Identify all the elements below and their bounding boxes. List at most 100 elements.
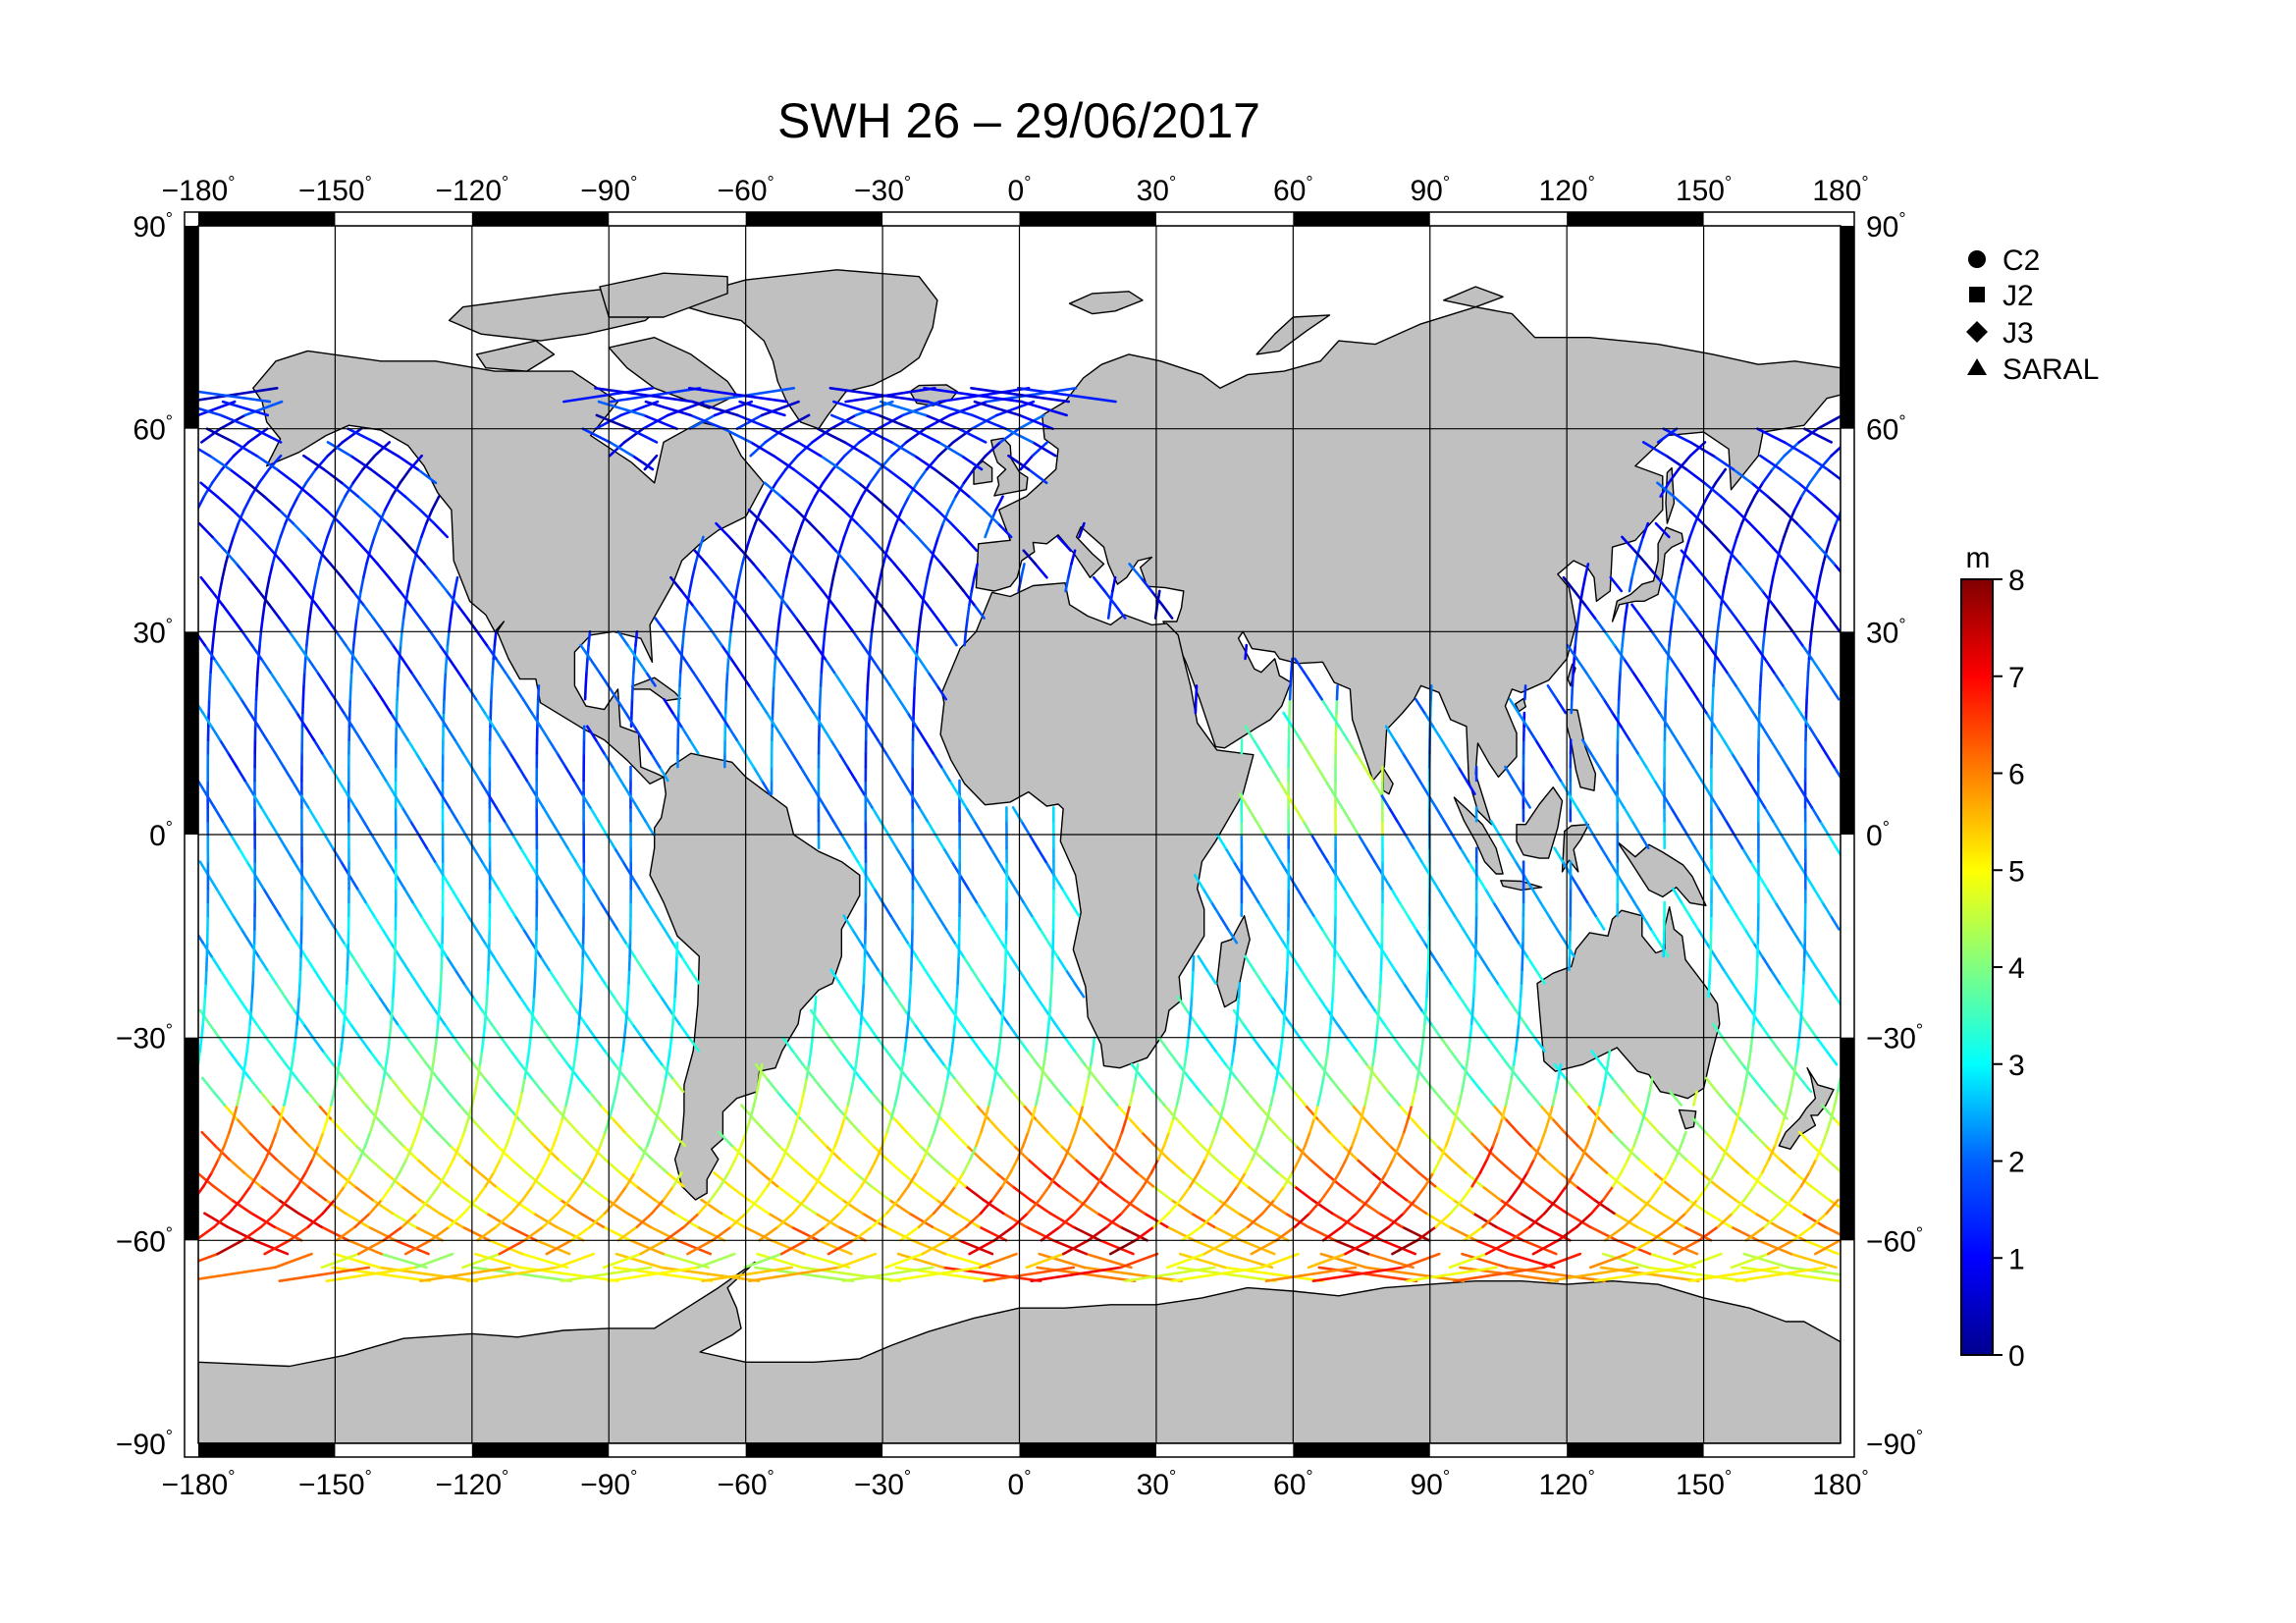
track-segment (1511, 1171, 1531, 1188)
track-segment (639, 1239, 667, 1256)
track-segment (953, 1171, 965, 1188)
track-segment (1271, 846, 1282, 863)
track-segment (326, 521, 334, 539)
track-segment (789, 1225, 820, 1242)
track-segment (273, 1252, 313, 1270)
track-segment (1624, 603, 1629, 620)
track-segment (1684, 1158, 1702, 1174)
track-segment (602, 1225, 632, 1242)
legend-label-c2: C2 (2002, 244, 2040, 277)
track-segment (650, 982, 663, 999)
track-segment (688, 413, 717, 431)
track-segment (724, 671, 729, 687)
track-segment (1799, 1171, 1811, 1188)
track-segment (957, 427, 988, 444)
track-segment (353, 657, 366, 675)
track-segment (1459, 846, 1470, 863)
track-segment (1519, 982, 1523, 999)
track-segment (1627, 1144, 1635, 1161)
track-segment (1020, 400, 1068, 417)
track-segment (1038, 1184, 1051, 1202)
track-segment (876, 738, 888, 755)
track-segment (393, 954, 397, 972)
track-segment (1235, 1008, 1240, 1026)
track-segment (1714, 535, 1731, 553)
track-segment (227, 751, 239, 769)
track-segment (1260, 751, 1272, 769)
track-segment (819, 671, 824, 687)
track-segment (246, 481, 266, 498)
track-segment (792, 467, 814, 485)
track-segment (1692, 1090, 1698, 1107)
track-segment (389, 1008, 394, 1026)
track-segment (228, 1158, 246, 1174)
track-segment (959, 1022, 973, 1039)
track-segment (983, 508, 1000, 525)
track-segment (1055, 954, 1068, 972)
track-segment (1425, 982, 1429, 999)
track-segment (885, 1158, 904, 1174)
track-segment (785, 671, 798, 687)
track-segment (529, 1130, 546, 1148)
track-segment (556, 751, 567, 769)
track-segment (939, 765, 951, 783)
track-segment (1775, 549, 1782, 566)
track-segment (1444, 1130, 1453, 1148)
track-segment (915, 589, 929, 607)
track-segment (1449, 1117, 1457, 1134)
track-segment (1263, 1198, 1287, 1216)
track-segment (650, 751, 662, 769)
track-segment (442, 697, 446, 715)
track-segment (198, 521, 214, 539)
track-segment (361, 563, 368, 579)
track-segment (827, 589, 832, 607)
track-segment (1265, 914, 1277, 931)
track-segment (760, 779, 772, 796)
track-segment (1093, 1130, 1109, 1148)
track-segment (1226, 928, 1239, 945)
track-segment (861, 1212, 887, 1228)
track-segment (275, 467, 296, 485)
track-segment (936, 914, 948, 931)
track-segment (371, 684, 384, 701)
track-segment (1620, 725, 1631, 741)
track-segment (431, 1050, 437, 1066)
track-segment (949, 521, 966, 539)
track-segment (354, 603, 360, 620)
track-segment (839, 833, 851, 850)
track-segment (1195, 684, 1199, 701)
track-segment (308, 887, 320, 904)
track-segment (888, 617, 902, 633)
track-segment (602, 1252, 642, 1270)
track-segment (301, 697, 305, 715)
track-segment (944, 928, 956, 945)
track-segment (347, 697, 352, 715)
frame-segment-right (1841, 1037, 1854, 1241)
track-segment (485, 982, 490, 999)
track-segment (1678, 563, 1683, 579)
track-segment (247, 1130, 264, 1148)
track-segment (904, 427, 927, 444)
track-segment (1632, 900, 1644, 918)
track-segment (1118, 1225, 1148, 1242)
track-segment (641, 413, 669, 431)
track-segment (1543, 1158, 1562, 1174)
track-segment (1411, 995, 1423, 1012)
track-segment (1006, 1022, 1020, 1039)
track-segment (461, 751, 473, 769)
track-segment (992, 1225, 1015, 1242)
colorbar-tick-label: 7 (2008, 662, 2025, 694)
track-segment (873, 887, 884, 904)
track-segment (284, 508, 293, 525)
track-segment (1755, 792, 1767, 809)
track-segment (293, 1036, 297, 1053)
track-segment (1656, 481, 1676, 498)
track-segment (1623, 806, 1633, 823)
track-segment (881, 549, 888, 566)
track-segment (337, 779, 348, 796)
track-segment (1285, 968, 1289, 985)
track-segment (842, 1104, 850, 1120)
track-segment (1001, 995, 1006, 1012)
track-segment (529, 1022, 534, 1039)
track-segment (622, 1022, 627, 1039)
